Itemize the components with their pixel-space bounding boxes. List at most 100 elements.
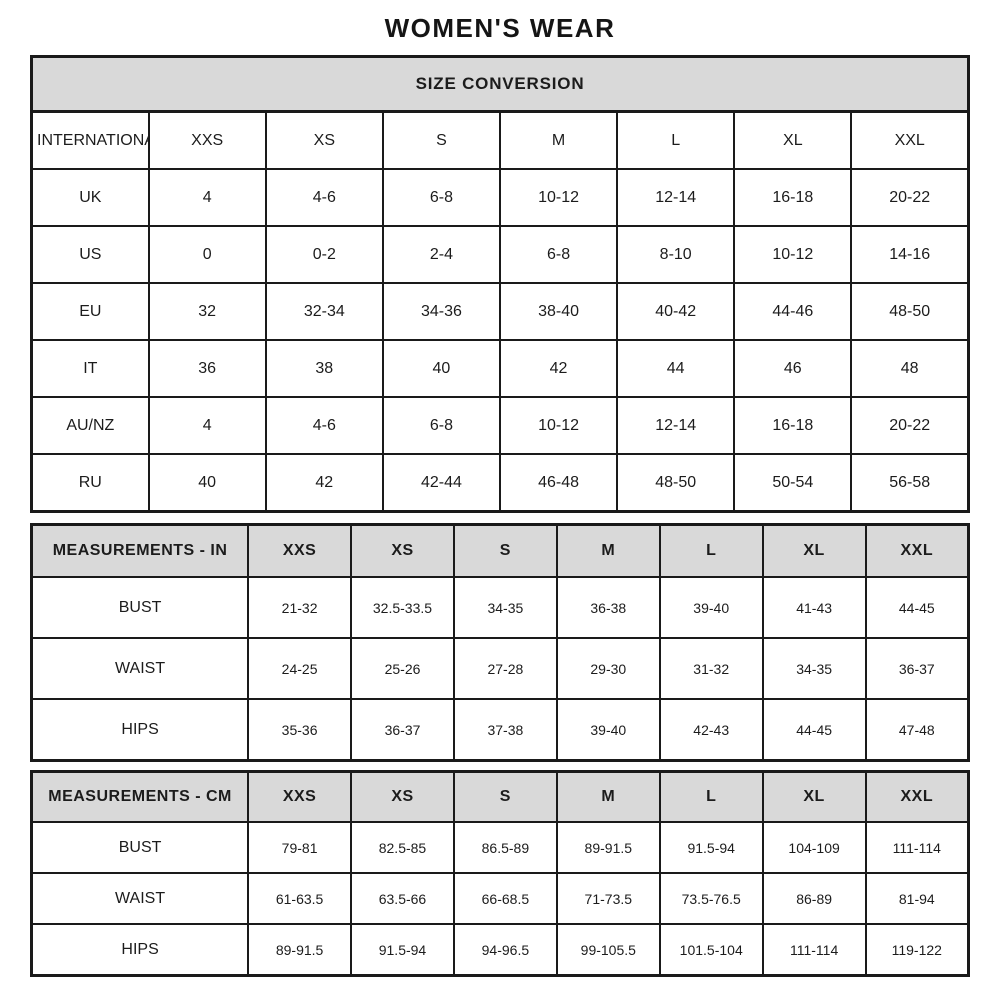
measurements-cm-table: MEASUREMENTS - CM XXS XS S M L XL XXL BUST 79-81 8… <box>30 770 970 977</box>
table-cell: 82.5-85 <box>350 821 455 874</box>
column-header-size: L <box>658 523 764 578</box>
table-cell: 16-18 <box>733 396 853 455</box>
table-cell: 111-114 <box>864 821 970 874</box>
table-cell: 36-38 <box>555 576 661 639</box>
table-cell: 89-91.5 <box>555 821 661 874</box>
column-header-size: M <box>498 110 619 170</box>
table-cell: 36-37 <box>350 698 455 762</box>
table-gap <box>0 762 1000 770</box>
table-cell: 12-14 <box>616 396 736 455</box>
column-header-size: XXL <box>864 770 970 823</box>
table-cell: 50-54 <box>733 453 853 513</box>
row-label: IT <box>30 339 150 398</box>
column-header-size: XS <box>350 770 455 823</box>
measurements-in-table: MEASUREMENTS - IN XXS XS S M L XL XXL BUST 21-32 3… <box>30 523 970 762</box>
table-cell: 46-48 <box>498 453 619 513</box>
table-cell: 29-30 <box>555 637 661 700</box>
table-cell: 42-44 <box>381 453 502 513</box>
table-cell: 61-63.5 <box>247 872 353 925</box>
table-cell: 73.5-76.5 <box>658 872 764 925</box>
table-cell: 38-40 <box>498 282 619 341</box>
column-header-size: S <box>381 110 502 170</box>
table-cell: 48-50 <box>850 282 970 341</box>
column-header-size: XL <box>733 110 853 170</box>
column-header-size: XXS <box>247 523 353 578</box>
column-header-size: XXS <box>247 770 353 823</box>
table-cell: 48 <box>850 339 970 398</box>
table-cell: 24-25 <box>247 637 353 700</box>
table-cell: 40 <box>381 339 502 398</box>
column-header-size: XXL <box>850 110 970 170</box>
table-cell: 101.5-104 <box>658 923 764 977</box>
column-header-size: M <box>555 523 661 578</box>
table-cell: 86-89 <box>761 872 867 925</box>
row-label: HIPS <box>30 698 250 762</box>
column-header-label: MEASUREMENTS - CM <box>30 770 250 823</box>
table-cell: 27-28 <box>452 637 558 700</box>
column-header-size: S <box>452 770 558 823</box>
table-row: BUST 21-32 32.5-33.5 34-35 36-38 39-40 41-43 44… <box>30 576 970 639</box>
table-cell: 56-58 <box>850 453 970 513</box>
table-cell: 40 <box>147 453 267 513</box>
table-cell: 47-48 <box>864 698 970 762</box>
table-header-row: MEASUREMENTS - IN XXS XS S M L XL XXL <box>30 523 970 578</box>
table-cell: 119-122 <box>864 923 970 977</box>
table-cell: 0 <box>147 225 267 284</box>
row-label: AU/NZ <box>30 396 150 455</box>
table-gap <box>0 513 1000 523</box>
table-cell: 63.5-66 <box>350 872 455 925</box>
table-cell: 42-43 <box>658 698 764 762</box>
table-cell: 34-35 <box>761 637 867 700</box>
table-cell: 10-12 <box>733 225 853 284</box>
column-header-size: XL <box>761 523 867 578</box>
column-header-size: L <box>658 770 764 823</box>
row-label: HIPS <box>30 923 250 977</box>
table-cell: 21-32 <box>247 576 353 639</box>
table-cell: 71-73.5 <box>555 872 661 925</box>
table-row: UK 4 4-6 6-8 10-12 12-14 16-18 20-22 <box>30 168 970 227</box>
table-cell: 20-22 <box>850 396 970 455</box>
table-cell: 46 <box>733 339 853 398</box>
row-label: EU <box>30 282 150 341</box>
row-label: BUST <box>30 576 250 639</box>
table-cell: 91.5-94 <box>350 923 455 977</box>
table-cell: 12-14 <box>616 168 736 227</box>
table-cell: 31-32 <box>658 637 764 700</box>
table-cell: 6-8 <box>381 168 502 227</box>
table-cell: 44-45 <box>761 698 867 762</box>
table-row: WAIST 24-25 25-26 27-28 29-30 31-32 34-35 36-37 <box>30 637 970 700</box>
table-cell: 40-42 <box>616 282 736 341</box>
table-cell: 79-81 <box>247 821 353 874</box>
table-row: RU 40 42 42-44 46-48 48-50 50-54 56-58 <box>30 453 970 513</box>
table-cell: 4 <box>147 168 267 227</box>
table-cell: 4 <box>147 396 267 455</box>
table-cell: 111-114 <box>761 923 867 977</box>
table-row: HIPS 89-91.5 91.5-94 94-96.5 99-105.5 101.5-1… <box>30 923 970 977</box>
table-cell: 48-50 <box>616 453 736 513</box>
column-header-size: S <box>452 523 558 578</box>
table-header-row: MEASUREMENTS - CM XXS XS S M L XL XXL <box>30 770 970 823</box>
table-cell: 14-16 <box>850 225 970 284</box>
column-header-size: M <box>555 770 661 823</box>
table-cell: 91.5-94 <box>658 821 764 874</box>
table-cell: 2-4 <box>381 225 502 284</box>
table-row: US 0 0-2 2-4 6-8 8-10 10-12 14-16 <box>30 225 970 284</box>
table-cell: 89-91.5 <box>247 923 353 977</box>
table-row: IT 36 38 40 42 44 46 48 <box>30 339 970 398</box>
row-label: BUST <box>30 821 250 874</box>
table-header-row: INTERNATIONALXXSXSSMLXLXXL <box>30 110 970 170</box>
table-cell: 32-34 <box>264 282 384 341</box>
table-banner-row: SIZE CONVERSION <box>30 55 970 113</box>
table-cell: 36 <box>147 339 267 398</box>
table-row: HIPS 35-36 36-37 37-38 39-40 42-43 44-45 47-48 <box>30 698 970 762</box>
column-header-size: XXS <box>147 110 267 170</box>
table-cell: 34-36 <box>381 282 502 341</box>
table-cell: 35-36 <box>247 698 353 762</box>
table-cell: 44-45 <box>864 576 970 639</box>
table-cell: 10-12 <box>498 168 619 227</box>
table-cell: 4-6 <box>264 396 384 455</box>
table-cell: 42 <box>498 339 619 398</box>
row-label: UK <box>30 168 150 227</box>
table-row: EU 32 32-34 34-36 38-40 40-42 44-46 48-50 <box>30 282 970 341</box>
table-cell: 99-105.5 <box>555 923 661 977</box>
